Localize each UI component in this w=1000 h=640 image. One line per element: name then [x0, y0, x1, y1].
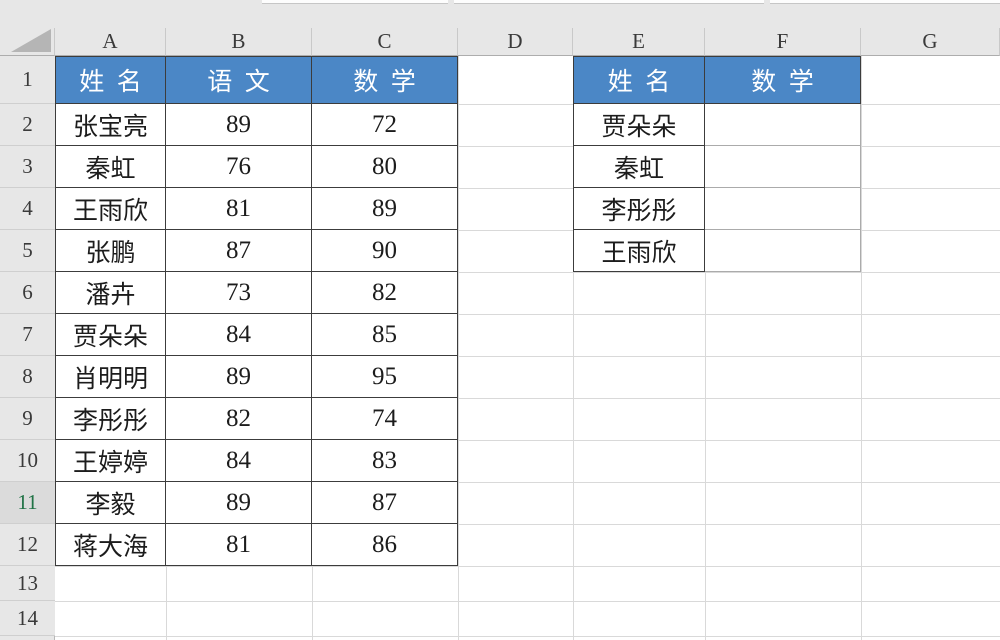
row-header-13[interactable]: 13 — [0, 566, 55, 601]
cell-C3[interactable]: 80 — [312, 146, 458, 188]
cell-C10[interactable]: 83 — [312, 440, 458, 482]
row-header-2[interactable]: 2 — [0, 104, 55, 146]
row-header-1[interactable]: 1 — [0, 56, 55, 104]
cell-F2[interactable] — [705, 104, 861, 146]
cell-A8[interactable]: 肖明明 — [55, 356, 166, 398]
column-header-B[interactable]: B — [166, 28, 312, 56]
row-header-6[interactable]: 6 — [0, 272, 55, 314]
cell-F1[interactable]: 数学 — [705, 56, 861, 104]
gridline-horizontal — [55, 398, 1000, 399]
cell-B7[interactable]: 84 — [166, 314, 312, 356]
column-header-G[interactable]: G — [861, 28, 1000, 56]
cell-B4[interactable]: 81 — [166, 188, 312, 230]
cell-A12[interactable]: 蒋大海 — [55, 524, 166, 566]
gridline-vertical — [573, 56, 574, 640]
gridline-horizontal — [55, 104, 1000, 105]
cell-C11[interactable]: 87 — [312, 482, 458, 524]
column-header-C[interactable]: C — [312, 28, 458, 56]
cell-A10[interactable]: 王婷婷 — [55, 440, 166, 482]
row-header-8[interactable]: 8 — [0, 356, 55, 398]
cell-B10[interactable]: 84 — [166, 440, 312, 482]
formula-bar-bottom-edge — [262, 0, 1000, 4]
cell-A7[interactable]: 贾朵朵 — [55, 314, 166, 356]
column-header-D[interactable]: D — [458, 28, 573, 56]
cell-B2[interactable]: 89 — [166, 104, 312, 146]
column-header-A[interactable]: A — [55, 28, 166, 56]
cell-C7[interactable]: 85 — [312, 314, 458, 356]
cell-C8[interactable]: 95 — [312, 356, 458, 398]
cell-E1[interactable]: 姓名 — [573, 56, 705, 104]
cell-B5[interactable]: 87 — [166, 230, 312, 272]
gridline-horizontal — [55, 146, 1000, 147]
cell-C9[interactable]: 74 — [312, 398, 458, 440]
cell-A9[interactable]: 李彤彤 — [55, 398, 166, 440]
cell-E3[interactable]: 秦虹 — [573, 146, 705, 188]
row-header-7[interactable]: 7 — [0, 314, 55, 356]
cell-F4[interactable] — [705, 188, 861, 230]
gridline-horizontal — [55, 601, 1000, 602]
cell-E5[interactable]: 王雨欣 — [573, 230, 705, 272]
gridline-vertical — [705, 56, 706, 640]
row-header-12[interactable]: 12 — [0, 524, 55, 566]
row-header-10[interactable]: 10 — [0, 440, 55, 482]
row-header-4[interactable]: 4 — [0, 188, 55, 230]
gridline-horizontal — [55, 482, 1000, 483]
cell-B1[interactable]: 语文 — [166, 56, 312, 104]
row-header-3[interactable]: 3 — [0, 146, 55, 188]
gridline-vertical — [861, 56, 862, 640]
cell-A5[interactable]: 张鹏 — [55, 230, 166, 272]
cell-C1[interactable]: 数学 — [312, 56, 458, 104]
gridline-horizontal — [55, 356, 1000, 357]
gridline-horizontal — [55, 524, 1000, 525]
cell-B9[interactable]: 82 — [166, 398, 312, 440]
cell-F5[interactable] — [705, 230, 861, 272]
row-header-9[interactable]: 9 — [0, 398, 55, 440]
cell-B3[interactable]: 76 — [166, 146, 312, 188]
cell-E2[interactable]: 贾朵朵 — [573, 104, 705, 146]
gridline-horizontal — [55, 314, 1000, 315]
gridline-horizontal — [55, 230, 1000, 231]
cell-A3[interactable]: 秦虹 — [55, 146, 166, 188]
cell-C5[interactable]: 90 — [312, 230, 458, 272]
gridline-horizontal — [55, 636, 1000, 637]
cell-B8[interactable]: 89 — [166, 356, 312, 398]
row-header-14[interactable]: 14 — [0, 601, 55, 636]
gridline-horizontal — [55, 272, 1000, 273]
column-header-F[interactable]: F — [705, 28, 861, 56]
cell-A2[interactable]: 张宝亮 — [55, 104, 166, 146]
row-header-5[interactable]: 5 — [0, 230, 55, 272]
cell-B12[interactable]: 81 — [166, 524, 312, 566]
formula-bar-divider — [764, 0, 770, 4]
row-header-11[interactable]: 11 — [0, 482, 55, 524]
gridline-vertical — [458, 56, 459, 640]
column-header-E[interactable]: E — [573, 28, 705, 56]
formula-bar-strip — [0, 0, 1000, 28]
cell-C2[interactable]: 72 — [312, 104, 458, 146]
cell-C4[interactable]: 89 — [312, 188, 458, 230]
cell-A6[interactable]: 潘卉 — [55, 272, 166, 314]
cell-A4[interactable]: 王雨欣 — [55, 188, 166, 230]
select-all-triangle — [11, 29, 51, 52]
cell-B11[interactable]: 89 — [166, 482, 312, 524]
gridline-horizontal — [55, 188, 1000, 189]
formula-bar-divider — [448, 0, 454, 4]
cell-C12[interactable]: 86 — [312, 524, 458, 566]
cell-E4[interactable]: 李彤彤 — [573, 188, 705, 230]
cell-A11[interactable]: 李毅 — [55, 482, 166, 524]
cell-C6[interactable]: 82 — [312, 272, 458, 314]
gridline-horizontal — [55, 566, 1000, 567]
gridline-horizontal — [55, 440, 1000, 441]
cell-B6[interactable]: 73 — [166, 272, 312, 314]
select-all-corner[interactable] — [0, 28, 55, 56]
cell-F3[interactable] — [705, 146, 861, 188]
cell-A1[interactable]: 姓名 — [55, 56, 166, 104]
